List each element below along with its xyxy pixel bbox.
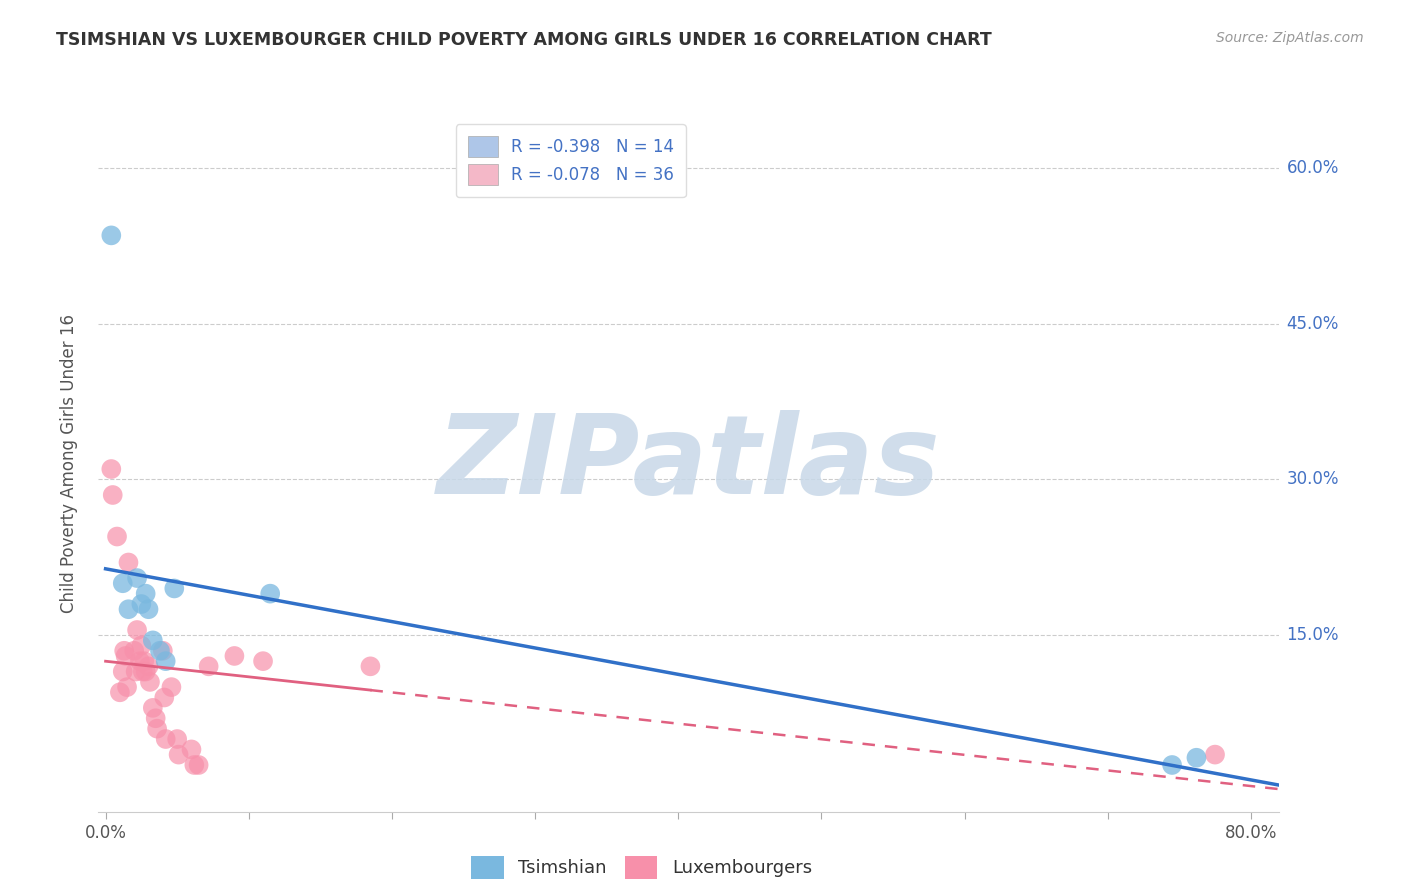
Point	[111, 576, 134, 591]
Point	[142, 701, 165, 715]
Point	[252, 654, 274, 668]
Point	[132, 665, 155, 679]
Point	[117, 602, 139, 616]
Point	[224, 648, 246, 663]
Text: 30.0%: 30.0%	[1286, 470, 1339, 489]
Point	[122, 644, 145, 658]
Point	[259, 587, 281, 601]
Text: 15.0%: 15.0%	[1286, 626, 1339, 644]
Point	[108, 685, 131, 699]
Point	[146, 722, 169, 736]
Point	[138, 659, 160, 673]
Point	[125, 623, 148, 637]
Point	[197, 659, 219, 673]
Point	[115, 680, 138, 694]
Point	[149, 644, 172, 658]
Point	[187, 758, 209, 772]
Point	[114, 648, 136, 663]
Point	[112, 644, 135, 658]
Legend: Tsimshian, Luxembourgers: Tsimshian, Luxembourgers	[464, 848, 820, 886]
Point	[105, 529, 128, 543]
Point	[1185, 750, 1208, 764]
Text: 45.0%: 45.0%	[1286, 315, 1339, 333]
Point	[166, 732, 188, 747]
Point	[124, 665, 146, 679]
Text: Source: ZipAtlas.com: Source: ZipAtlas.com	[1216, 31, 1364, 45]
Point	[129, 654, 152, 668]
Point	[135, 665, 157, 679]
Point	[359, 659, 381, 673]
Point	[152, 644, 174, 658]
Point	[100, 228, 122, 243]
Point	[163, 582, 186, 596]
Point	[155, 654, 177, 668]
Point	[1161, 758, 1184, 772]
Text: 60.0%: 60.0%	[1286, 159, 1339, 177]
Point	[101, 488, 124, 502]
Point	[138, 602, 160, 616]
Point	[131, 639, 153, 653]
Point	[117, 556, 139, 570]
Point	[131, 597, 153, 611]
Point	[155, 732, 177, 747]
Point	[139, 674, 162, 689]
Point	[134, 654, 156, 668]
Text: ZIPatlas: ZIPatlas	[437, 410, 941, 517]
Point	[1204, 747, 1226, 762]
Point	[160, 680, 183, 694]
Point	[100, 462, 122, 476]
Point	[125, 571, 148, 585]
Point	[135, 587, 157, 601]
Point	[167, 747, 190, 762]
Point	[145, 711, 167, 725]
Text: TSIMSHIAN VS LUXEMBOURGER CHILD POVERTY AMONG GIRLS UNDER 16 CORRELATION CHART: TSIMSHIAN VS LUXEMBOURGER CHILD POVERTY …	[56, 31, 993, 49]
Point	[153, 690, 176, 705]
Point	[180, 742, 202, 756]
Y-axis label: Child Poverty Among Girls Under 16: Child Poverty Among Girls Under 16	[59, 314, 77, 614]
Point	[142, 633, 165, 648]
Point	[111, 665, 134, 679]
Point	[183, 758, 205, 772]
